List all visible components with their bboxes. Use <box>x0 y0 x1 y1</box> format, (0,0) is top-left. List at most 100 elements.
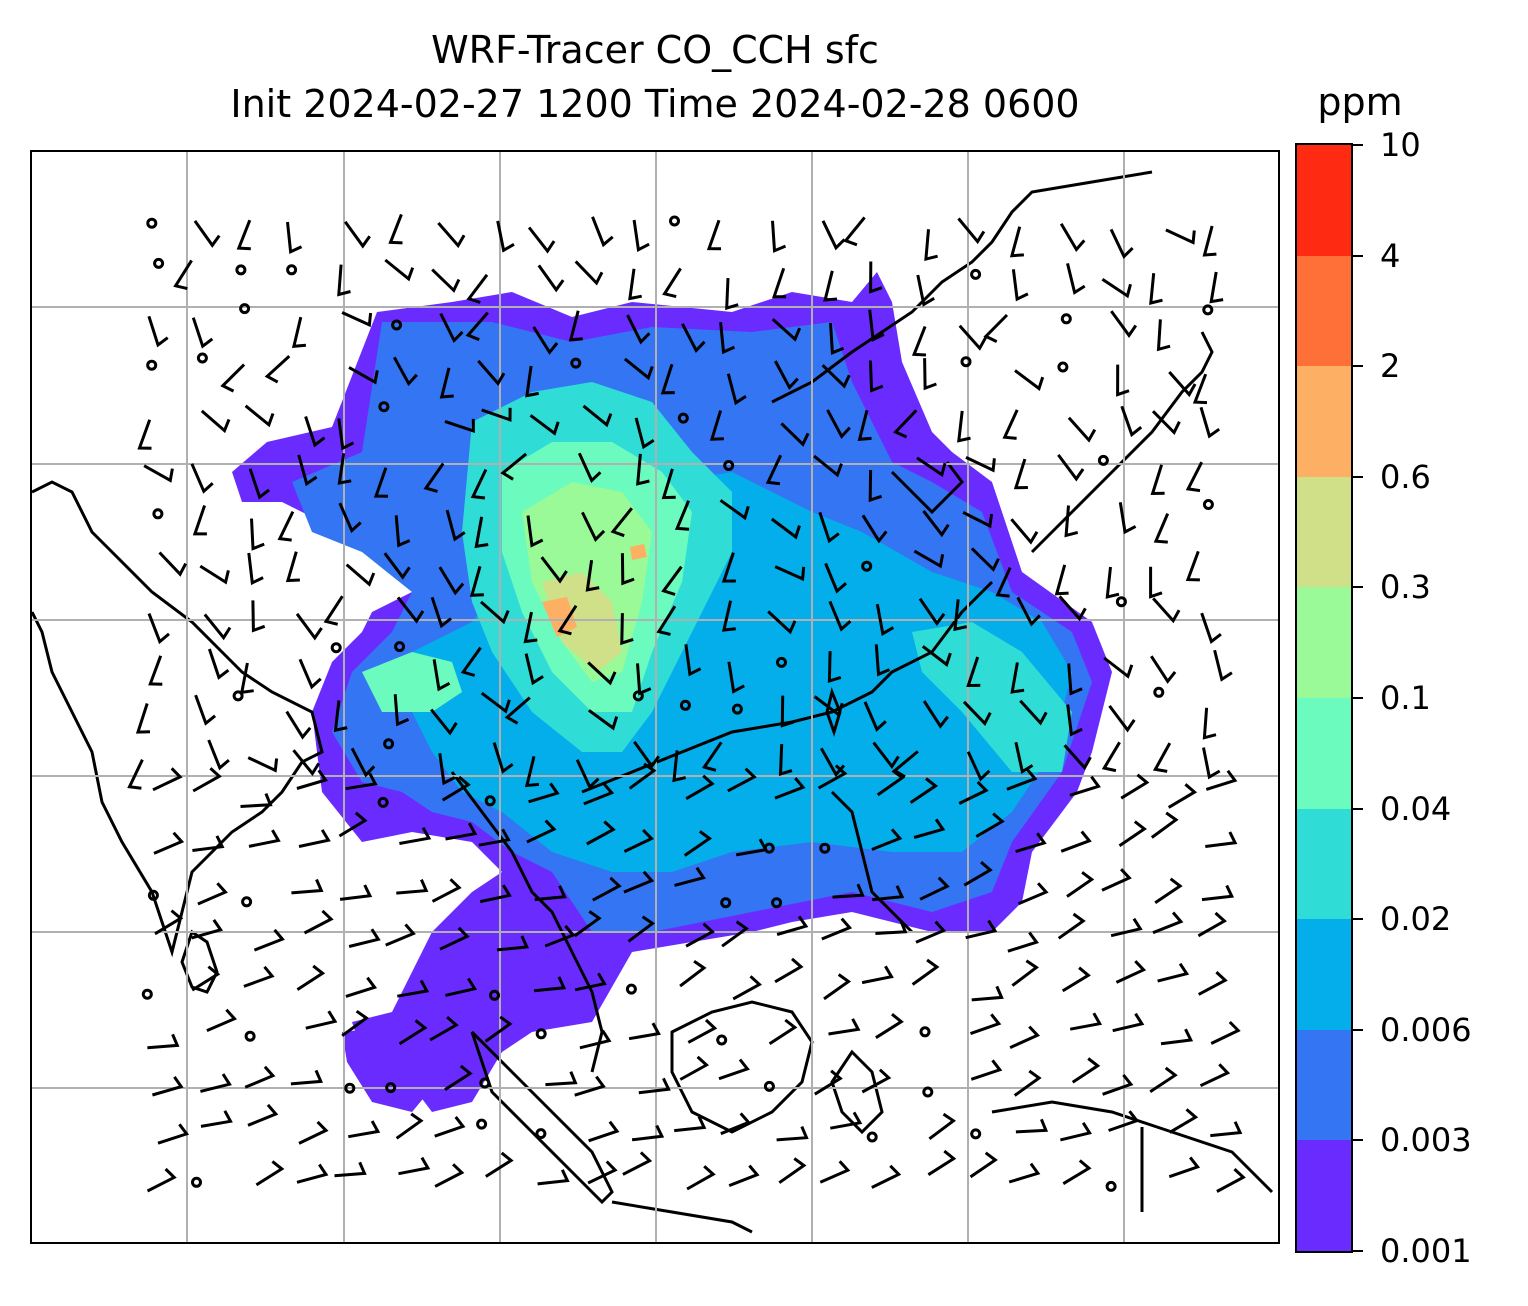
wind-barb <box>445 977 478 997</box>
wind-barb <box>291 316 307 348</box>
wind-barb <box>975 812 1005 838</box>
wind-barb <box>679 960 707 988</box>
wind-barb <box>445 509 466 542</box>
coastline-sumatra <box>470 1030 614 1205</box>
wind-barb <box>922 700 949 729</box>
wind-barb <box>780 422 810 447</box>
wind-barb <box>345 772 378 791</box>
wind-barb <box>534 885 567 902</box>
wind-barb <box>528 782 560 804</box>
wind-barb <box>721 600 736 632</box>
wind-barb <box>1105 566 1120 599</box>
wind-barb <box>921 645 952 667</box>
calm-wind-marker <box>1115 596 1127 608</box>
colorbar-unit: ppm <box>1317 80 1403 124</box>
colorbar-segment <box>1297 145 1351 256</box>
calm-wind-marker <box>763 842 775 854</box>
calm-wind-marker <box>720 897 732 909</box>
wind-barb <box>684 644 702 677</box>
plume-level-004-west <box>362 652 462 712</box>
calm-wind-marker <box>378 401 390 413</box>
wind-barb <box>1152 742 1172 773</box>
wind-barb <box>339 884 373 901</box>
wind-barb <box>628 268 642 301</box>
wind-barb <box>438 566 465 596</box>
wind-barb <box>970 547 1000 572</box>
wind-barb <box>199 564 230 585</box>
wind-barb <box>587 661 617 686</box>
colorbar-tick-label: 0.04 <box>1380 789 1452 828</box>
wind-barb <box>1150 655 1177 684</box>
wind-barb <box>444 1064 473 1091</box>
wind-barb <box>305 1010 338 1030</box>
wind-barb <box>1168 371 1197 398</box>
wind-barb <box>285 551 300 583</box>
wind-barb <box>296 769 329 790</box>
wind-barb <box>394 515 411 548</box>
wind-barb <box>1058 595 1087 622</box>
wind-barb <box>350 747 376 778</box>
wind-barb <box>872 741 900 769</box>
wind-barb <box>200 1073 232 1093</box>
wind-barb <box>190 463 214 494</box>
calm-wind-marker <box>625 983 637 995</box>
wind-barb <box>333 700 348 733</box>
wind-barb <box>727 661 745 694</box>
wind-barb <box>157 1123 190 1145</box>
wind-barb <box>1009 1025 1041 1049</box>
wind-barb <box>240 793 273 808</box>
wind-barb <box>958 780 989 805</box>
wind-barb <box>627 915 656 943</box>
wind-barb <box>247 756 279 773</box>
wind-barb <box>574 972 607 992</box>
wind-barb <box>437 222 466 249</box>
calm-wind-marker <box>146 217 158 229</box>
wind-barb <box>727 767 757 793</box>
wind-barb <box>255 1160 285 1187</box>
wind-barb <box>236 219 252 251</box>
wind-barb <box>338 811 368 838</box>
wind-barb <box>1199 1063 1231 1088</box>
wind-barb <box>661 468 676 500</box>
wind-barb <box>1071 1057 1101 1084</box>
wind-barb <box>588 1120 620 1143</box>
calm-wind-marker <box>383 738 395 750</box>
wind-barb <box>1197 911 1227 938</box>
calm-wind-marker <box>669 215 680 227</box>
calm-wind-marker <box>244 1030 256 1042</box>
wind-barb <box>348 1120 381 1139</box>
wind-barb <box>581 511 606 542</box>
wind-barb <box>1017 882 1049 906</box>
colorbar-tick-label: 10 <box>1380 126 1421 164</box>
wind-barb <box>966 656 981 688</box>
wind-barb <box>679 1055 710 1081</box>
calm-wind-marker <box>861 560 873 572</box>
wind-barb <box>966 751 991 782</box>
wind-barb <box>396 879 429 895</box>
coastline-borneo <box>670 1000 814 1134</box>
wind-barb <box>861 965 894 985</box>
wind-barb <box>962 511 994 529</box>
wind-barb <box>965 919 998 940</box>
wind-barb <box>915 920 947 944</box>
wind-barb <box>681 323 706 353</box>
wind-barb <box>634 417 655 450</box>
wind-barb <box>434 1115 466 1138</box>
wind-barb <box>469 565 484 597</box>
wind-barb <box>191 965 221 992</box>
map-panel <box>30 150 1280 1244</box>
calm-wind-marker <box>1202 499 1214 510</box>
wind-barb <box>821 917 853 941</box>
calm-wind-marker <box>330 642 342 654</box>
calm-wind-marker <box>232 690 244 702</box>
calm-wind-marker <box>723 460 735 471</box>
colorbar-tick <box>1353 365 1363 368</box>
wind-barb <box>1167 783 1198 809</box>
wind-barb <box>958 324 987 351</box>
wind-barb <box>1199 406 1221 439</box>
wind-barb <box>248 829 281 848</box>
wind-barb <box>1101 868 1132 892</box>
colorbar-tick-label: 0.6 <box>1380 457 1431 496</box>
calm-wind-marker <box>489 989 500 1001</box>
wind-barb <box>247 552 264 586</box>
